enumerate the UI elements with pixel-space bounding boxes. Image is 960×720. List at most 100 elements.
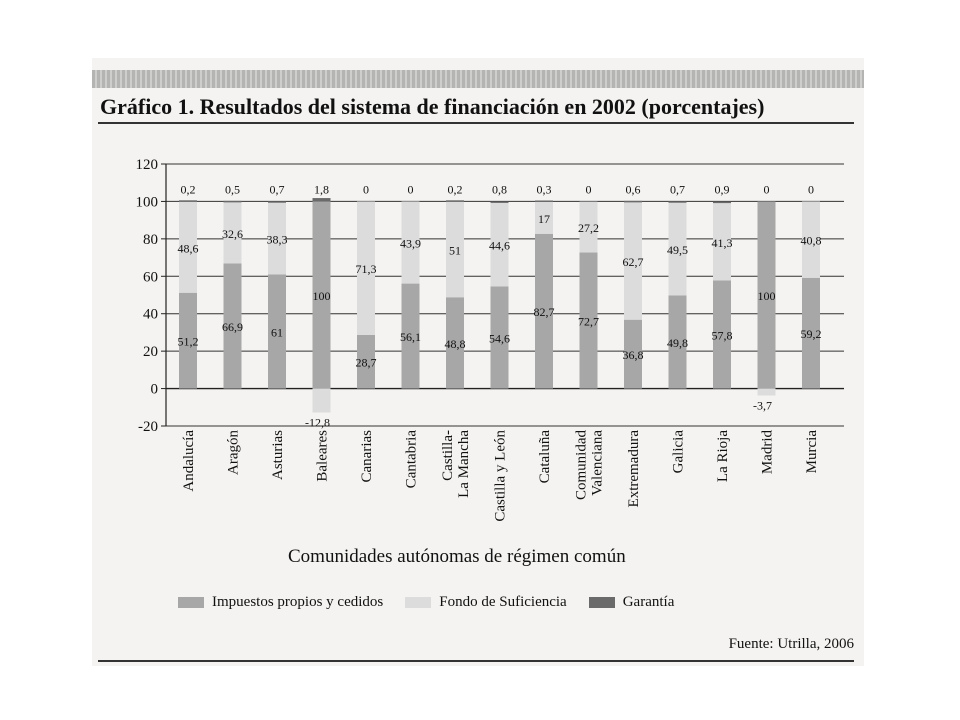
data-label-impuestos: 48,8 [445, 337, 466, 351]
bar-garantia [535, 200, 553, 202]
category-label: Asturias [270, 430, 286, 480]
data-label-garantia: 1,8 [314, 183, 329, 197]
bar-fondo [624, 202, 642, 320]
category-label: Castilla- La Mancha [440, 430, 472, 498]
category-label-line: Comunidad [574, 430, 590, 500]
bar-fondo [535, 201, 553, 234]
data-label-impuestos: 100 [313, 289, 331, 303]
bar-fondo [802, 201, 820, 278]
legend-item-garantia: Garantía [588, 594, 675, 611]
bar-fondo [179, 201, 197, 293]
data-label-garantia: 0,2 [181, 183, 196, 197]
category-label: Cataluña [537, 430, 553, 484]
data-label-fondo: 49,5 [667, 243, 688, 257]
data-label-impuestos: 61 [271, 325, 283, 339]
scanned-page: Gráfico 1. Resultados del sistema de fin… [92, 58, 864, 666]
data-label-garantia: 0 [363, 183, 369, 197]
data-label-impuestos: 28,7 [356, 356, 377, 370]
chart-title: Gráfico 1. Resultados del sistema de fin… [100, 94, 765, 119]
data-label-impuestos: 57,8 [712, 328, 733, 342]
bar-fondo [757, 388, 776, 396]
y-tick-label: 120 [136, 157, 159, 173]
bar-impuestos [223, 263, 242, 389]
category-label-line: Castilla- [440, 430, 456, 481]
bar-fondo [268, 202, 286, 275]
data-label-garantia: 0 [586, 183, 592, 197]
category-label-line: La Mancha [456, 430, 472, 498]
bar-impuestos [668, 295, 687, 389]
y-tick-label: 80 [143, 232, 158, 248]
y-tick-label: 20 [143, 344, 158, 360]
data-label-fondo: 40,8 [801, 234, 822, 248]
y-tick-label: -20 [138, 419, 158, 435]
bar-fondo [668, 202, 687, 296]
category-label: Comunidad Valenciana [574, 430, 606, 500]
data-label-impuestos: 51,2 [178, 335, 199, 349]
data-label-impuestos: 82,7 [534, 305, 555, 319]
data-label-garantia: 0,2 [448, 183, 463, 197]
bar-impuestos [357, 334, 375, 389]
data-label-fondo: 38,3 [267, 233, 288, 247]
data-label-garantia: 0 [764, 183, 770, 197]
data-label-impuestos: 72,7 [578, 315, 599, 329]
data-label-impuestos: 54,6 [489, 331, 510, 345]
data-label-impuestos: 56,1 [400, 330, 421, 344]
data-label-impuestos: 36,8 [623, 348, 644, 362]
category-label-line: Cantabria [404, 430, 420, 489]
data-label-fondo: 48,6 [178, 241, 199, 255]
category-label-line: Castilla y León [493, 430, 509, 522]
y-tick-labels: -20 0 20 40 60 80 100 120 [136, 157, 159, 435]
data-label-garantia: 0 [408, 183, 414, 197]
bar-impuestos [179, 292, 197, 389]
category-label-line: Valenciana [590, 430, 606, 496]
category-label-line: Baleares [315, 430, 331, 482]
bar-impuestos [312, 201, 331, 389]
category-label-line: Asturias [270, 430, 286, 480]
bar-fondo [357, 201, 375, 335]
bar-fondo [401, 201, 420, 284]
source-note: Fuente: Utrilla, 2006 [728, 636, 854, 652]
data-label-garantia: 0,3 [537, 183, 552, 197]
category-label: Madrid [760, 430, 776, 475]
data-label-fondo: 43,9 [400, 237, 421, 251]
bar-garantia [446, 200, 464, 202]
legend-item-impuestos: Impuestos propios y cedidos [178, 594, 383, 611]
data-label-garantia: 0,9 [715, 183, 730, 197]
bar-impuestos [802, 277, 820, 389]
category-label-line: Extremadura [626, 430, 642, 508]
data-label-garantia: 0 [808, 183, 814, 197]
legend-label-impuestos: Impuestos propios y cedidos [212, 594, 384, 610]
legend-label-garantia: Garantía [622, 594, 675, 610]
category-label: Galicia [671, 430, 687, 474]
legend-swatch-impuestos [178, 597, 204, 608]
y-tick-label: 40 [143, 307, 158, 323]
bar-garantia [268, 201, 286, 203]
bar-impuestos [535, 233, 553, 389]
category-label-line: Galicia [671, 430, 687, 474]
category-label-line: Aragón [226, 430, 242, 475]
category-label: Andalucía [181, 430, 197, 492]
x-tick-labels: Andalucía Aragón Asturias Baleares Canarias C… [181, 430, 820, 522]
data-labels: 51,2 48,6 0,2 66,9 32,6 0,5 61 38,3 0,7 100 -12,8 1… [178, 183, 822, 430]
y-tick-label: 60 [143, 269, 158, 285]
bar-impuestos [401, 283, 420, 389]
category-label-line: La Rioja [715, 430, 731, 482]
category-label-line: Madrid [760, 430, 776, 475]
category-label: Aragón [226, 430, 242, 475]
category-label-line: Canarias [359, 430, 375, 483]
category-label: Canarias [359, 430, 375, 483]
data-label-impuestos: 66,9 [222, 320, 243, 334]
bar-garantia [179, 200, 197, 202]
data-label-fondo: 41,3 [712, 236, 733, 250]
legend-swatch-fondo [405, 597, 432, 608]
bar-fondo [713, 203, 731, 281]
data-label-garantia: 0,6 [626, 183, 641, 197]
legend-label-fondo: Fondo de Suficiencia [439, 594, 567, 610]
stacked-bar-chart: 51,2 48,6 0,2 66,9 32,6 0,5 61 38,3 0,7 100 -12,8 1… [136, 157, 844, 522]
y-tick-label: 0 [151, 382, 159, 398]
data-label-garantia: 0,7 [670, 183, 685, 197]
bar-fondo [312, 388, 331, 413]
bar-fondo [490, 202, 509, 287]
category-label: Cantabria [404, 430, 420, 489]
data-label-fondo: 71,3 [356, 262, 377, 276]
